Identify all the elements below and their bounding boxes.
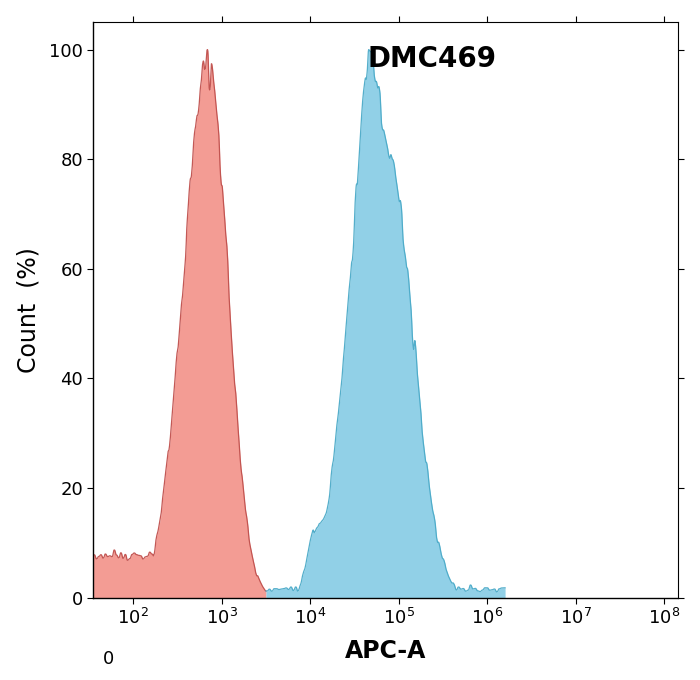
Y-axis label: Count  (%): Count (%) <box>17 247 41 373</box>
Text: DMC469: DMC469 <box>368 46 497 73</box>
X-axis label: APC-A: APC-A <box>345 639 426 663</box>
Text: 0: 0 <box>103 650 114 668</box>
